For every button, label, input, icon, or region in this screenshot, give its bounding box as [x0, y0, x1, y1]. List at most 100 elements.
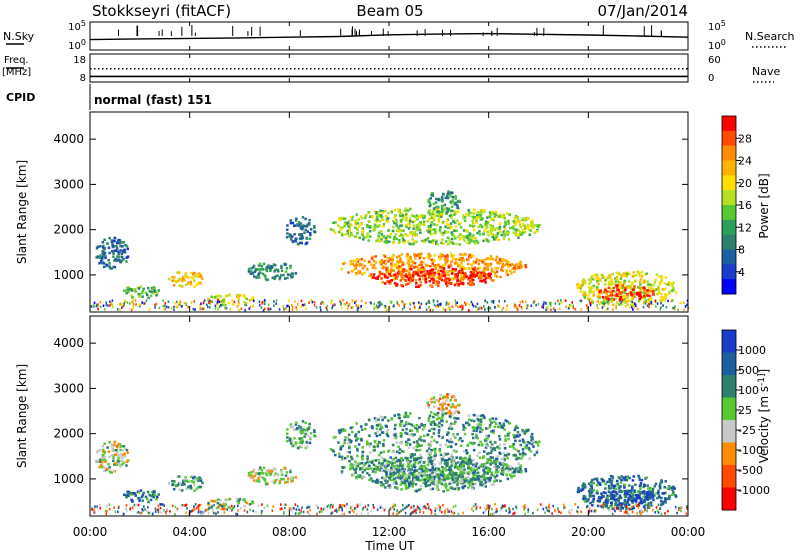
data-cell — [535, 230, 539, 233]
data-cell — [595, 285, 599, 289]
data-cell — [361, 467, 364, 470]
data-cell — [619, 299, 622, 303]
data-cell — [623, 478, 626, 482]
data-cell — [660, 279, 663, 282]
data-cell — [472, 268, 475, 271]
data-cell — [456, 279, 459, 282]
data-cell — [446, 243, 450, 246]
data-cell — [155, 498, 158, 501]
data-cell — [653, 494, 656, 497]
data-cell — [131, 296, 134, 299]
data-cell — [379, 423, 383, 426]
data-cell — [475, 220, 478, 223]
data-cell — [380, 456, 384, 460]
data-cell — [361, 227, 364, 230]
data-cell — [649, 297, 653, 300]
clutter-cell — [322, 301, 325, 304]
clutter-cell — [178, 302, 181, 305]
data-cell — [646, 484, 649, 487]
data-cell — [409, 429, 412, 432]
data-cell — [468, 457, 471, 461]
data-cell — [113, 449, 116, 452]
data-cell — [392, 269, 395, 272]
data-cell — [297, 224, 300, 227]
data-cell — [469, 478, 472, 481]
data-cell — [463, 219, 467, 222]
data-cell — [368, 451, 372, 454]
data-cell — [639, 283, 642, 286]
data-cell — [445, 420, 448, 423]
data-cell — [123, 248, 126, 252]
data-cell — [385, 425, 388, 428]
clutter-cell — [192, 307, 195, 311]
data-cell — [451, 478, 454, 481]
data-cell — [479, 424, 482, 427]
data-cell — [378, 270, 382, 274]
data-cell — [475, 221, 478, 224]
data-cell — [532, 224, 536, 227]
data-cell — [356, 447, 359, 451]
data-cell — [503, 458, 506, 461]
clutter-cell — [332, 304, 334, 308]
data-cell — [446, 411, 450, 414]
data-cell — [577, 489, 580, 492]
data-cell — [467, 238, 470, 241]
data-cell — [96, 245, 100, 249]
colorbar-swatch — [722, 234, 736, 250]
data-cell — [582, 293, 585, 296]
data-cell — [466, 460, 470, 464]
data-cell — [120, 459, 124, 463]
data-cell — [445, 477, 448, 481]
data-cell — [536, 224, 539, 227]
data-cell — [368, 211, 371, 214]
data-cell — [385, 472, 388, 476]
data-cell — [453, 213, 456, 216]
clutter-cell — [359, 306, 361, 309]
data-cell — [348, 438, 351, 442]
data-cell — [490, 445, 493, 448]
data-cell — [404, 207, 408, 210]
data-cell — [412, 471, 416, 475]
data-cell — [431, 241, 434, 244]
data-cell — [393, 221, 396, 225]
data-cell — [104, 460, 107, 464]
data-cell — [451, 403, 455, 406]
data-cell — [363, 463, 366, 467]
data-cell — [299, 233, 302, 237]
data-cell — [444, 279, 448, 282]
data-cell — [505, 231, 508, 235]
data-cell — [482, 259, 486, 262]
data-cell — [598, 278, 602, 281]
clutter-cell — [521, 307, 523, 310]
data-cell — [304, 421, 307, 425]
data-cell — [430, 269, 433, 272]
data-cell — [361, 454, 364, 457]
data-cell — [259, 475, 262, 478]
data-cell — [637, 286, 640, 289]
data-cell — [304, 225, 307, 228]
data-cell — [354, 445, 357, 448]
data-cell — [101, 241, 105, 244]
data-cell — [404, 483, 408, 486]
clutter-cell — [444, 308, 447, 312]
data-cell — [617, 476, 621, 479]
data-cell — [197, 281, 200, 285]
clutter-cell — [634, 303, 637, 307]
data-cell — [601, 275, 604, 278]
data-cell — [453, 283, 457, 287]
data-cell — [411, 481, 415, 485]
data-cell — [196, 477, 199, 481]
clutter-cell — [501, 308, 503, 312]
data-cell — [513, 266, 516, 270]
data-cell — [301, 420, 305, 423]
data-cell — [340, 470, 344, 473]
data-cell — [657, 290, 661, 293]
data-cell — [119, 249, 122, 252]
data-cell — [427, 272, 431, 275]
data-cell — [501, 426, 504, 429]
data-cell — [487, 240, 490, 243]
data-cell — [481, 428, 484, 432]
data-cell — [427, 406, 431, 409]
data-cell — [394, 472, 397, 475]
data-cell — [647, 300, 650, 303]
